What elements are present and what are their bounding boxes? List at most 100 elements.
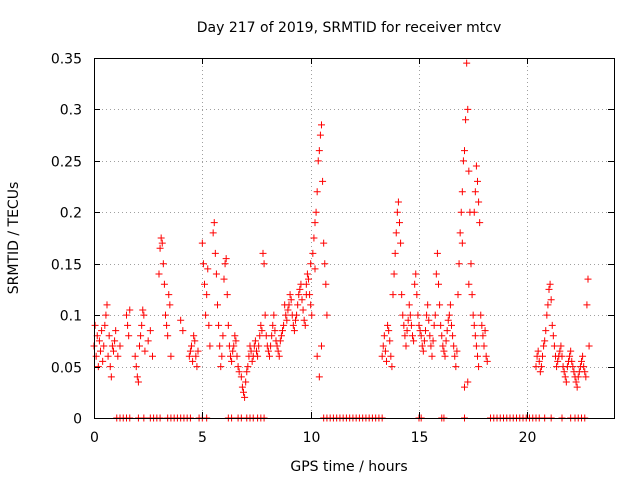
data-point-marker xyxy=(450,342,458,350)
data-point-marker xyxy=(104,352,112,360)
data-point-marker xyxy=(540,342,548,350)
data-point-marker xyxy=(303,270,311,278)
data-point-marker xyxy=(228,357,236,365)
data-point-marker xyxy=(425,316,433,324)
data-point-marker xyxy=(101,321,109,329)
data-point-marker xyxy=(415,321,423,329)
data-point-marker xyxy=(410,337,418,345)
axis-ticks: 0 0.05 0.1 0.15 0.2 0.25 0.3 0.35 0 5 10 15 20 xyxy=(51,52,614,446)
data-point-marker xyxy=(404,316,412,324)
data-point-marker xyxy=(289,321,297,329)
data-point-marker xyxy=(424,301,432,309)
data-point-marker xyxy=(385,327,393,335)
data-point-marker xyxy=(126,306,134,314)
data-point-marker xyxy=(221,260,229,268)
data-point-marker xyxy=(549,332,557,340)
data-point-marker xyxy=(230,342,238,350)
data-point-marker xyxy=(308,311,316,319)
data-point-marker xyxy=(311,265,319,273)
y-tick-label: 0.05 xyxy=(51,361,82,377)
data-point-marker xyxy=(428,352,436,360)
data-point-marker xyxy=(267,342,275,350)
data-point-marker xyxy=(138,321,146,329)
data-point-marker xyxy=(192,352,200,360)
data-point-marker xyxy=(140,311,148,319)
data-point-marker xyxy=(287,296,295,304)
data-point-marker xyxy=(266,352,273,360)
data-point-marker xyxy=(210,219,218,227)
data-point-marker xyxy=(558,352,566,360)
data-point-marker xyxy=(431,311,439,319)
data-point-marker xyxy=(139,306,147,314)
data-point-marker xyxy=(279,327,286,335)
x-tick-label: 10 xyxy=(303,430,321,446)
data-point-marker xyxy=(314,157,322,165)
data-point-marker xyxy=(585,342,593,350)
data-point-marker xyxy=(458,188,466,196)
data-point-marker xyxy=(320,239,328,247)
data-point-marker xyxy=(125,332,133,340)
data-point-marker xyxy=(106,363,114,371)
data-point-marker xyxy=(309,249,317,257)
data-point-marker xyxy=(557,342,565,350)
data-point-marker xyxy=(465,167,473,175)
data-point-marker xyxy=(470,208,478,216)
data-point-marker xyxy=(131,352,139,360)
data-point-marker xyxy=(440,347,448,355)
data-point-marker xyxy=(569,363,577,371)
data-point-marker xyxy=(475,198,483,206)
data-point-marker xyxy=(573,383,581,391)
x-tick-label: 15 xyxy=(411,430,429,446)
data-point-marker xyxy=(99,357,107,365)
data-point-marker xyxy=(379,342,387,350)
data-point-marker xyxy=(534,347,542,355)
data-point-marker xyxy=(283,316,291,324)
data-point-marker xyxy=(535,357,543,365)
data-point-marker xyxy=(455,260,463,268)
data-point-marker xyxy=(141,347,149,355)
data-point-marker xyxy=(189,357,197,365)
data-point-marker xyxy=(478,321,486,329)
data-point-marker xyxy=(443,327,451,335)
data-point-marker xyxy=(155,270,163,278)
data-point-marker xyxy=(211,249,219,257)
data-point-marker xyxy=(191,337,199,345)
data-point-marker xyxy=(458,239,466,247)
data-point-marker xyxy=(400,321,408,329)
data-point-marker xyxy=(461,147,468,155)
data-point-marker xyxy=(190,332,198,340)
data-point-marker xyxy=(220,275,228,283)
data-point-marker xyxy=(471,188,479,196)
data-point-marker xyxy=(307,260,315,268)
data-point-marker xyxy=(261,311,269,319)
data-point-marker xyxy=(453,347,461,355)
data-point-marker xyxy=(123,311,130,319)
data-point-marker xyxy=(548,321,556,329)
x-tick-label: 5 xyxy=(198,430,207,446)
data-point-marker xyxy=(481,327,489,335)
data-point-marker xyxy=(222,255,230,263)
data-point-marker xyxy=(426,332,434,340)
x-tick-label: 20 xyxy=(519,430,537,446)
data-point-marker xyxy=(134,378,142,386)
grid-lines xyxy=(94,58,614,418)
data-point-marker xyxy=(257,321,265,329)
y-tick-label: 0.35 xyxy=(51,52,82,68)
data-point-marker xyxy=(457,208,465,216)
data-point-marker xyxy=(179,327,187,335)
data-point-marker xyxy=(423,311,431,319)
data-point-marker xyxy=(243,368,251,376)
data-point-marker xyxy=(393,208,401,216)
data-point-marker xyxy=(215,321,223,329)
data-point-marker xyxy=(253,347,260,355)
data-point-marker xyxy=(414,311,422,319)
data-point-marker xyxy=(399,311,407,319)
data-point-marker xyxy=(280,321,288,329)
data-point-marker xyxy=(255,342,263,350)
data-point-marker xyxy=(567,347,575,355)
data-markers xyxy=(90,59,593,422)
data-point-marker xyxy=(223,291,231,299)
data-point-marker xyxy=(381,347,389,355)
data-point-marker xyxy=(562,378,570,386)
